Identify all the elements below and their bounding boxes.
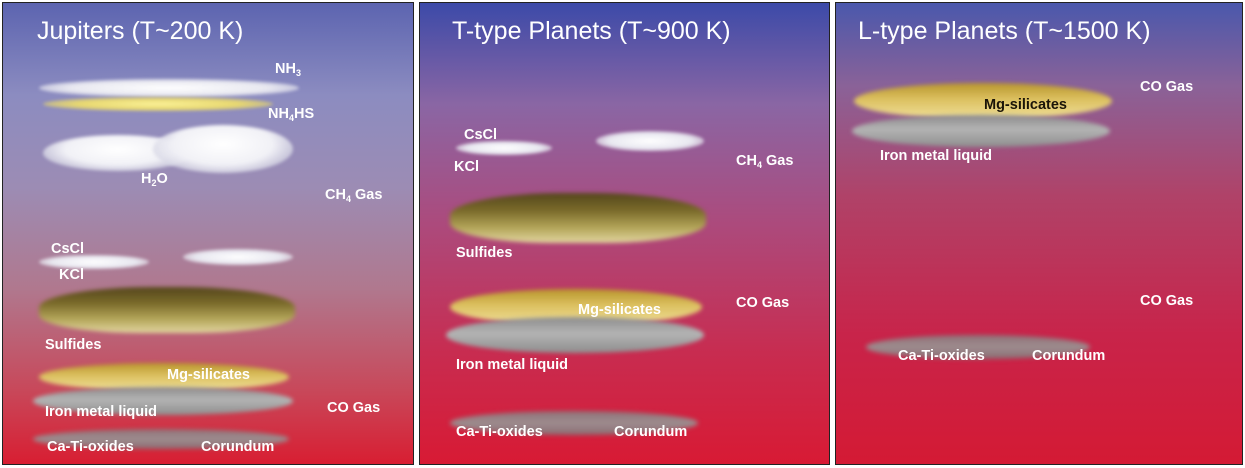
co-gas-top-label: CO Gas	[1140, 79, 1194, 95]
kcl-label: KCl	[59, 267, 84, 283]
ca-ti-oxides-label: Ca-Ti-oxides	[898, 348, 985, 364]
h2o-cloud-right	[153, 125, 293, 173]
mg-silicates-cloud	[854, 83, 1112, 119]
nh4hs-cloud-layer	[43, 97, 273, 111]
l-type-planets-panel: L-type Planets (T~1500 K) CO Gas Mg-sili…	[835, 2, 1243, 465]
iron-metal-liquid-label: Iron metal liquid	[456, 357, 568, 373]
panel-title: Jupiters (T~200 K)	[37, 17, 244, 45]
iron-cloud	[852, 115, 1110, 147]
ca-ti-oxides-label: Ca-Ti-oxides	[456, 424, 543, 440]
iron-metal-liquid-label: Iron metal liquid	[880, 148, 992, 164]
jupiters-panel: Jupiters (T~200 K) NH3 NH4HS H2O CH4 Gas…	[2, 2, 414, 465]
iron-cloud	[33, 387, 293, 415]
panel-title: T-type Planets (T~900 K)	[452, 17, 731, 45]
sulfides-cloud	[450, 193, 706, 243]
cscl-kcl-cloud-left	[39, 255, 149, 269]
iron-cloud	[446, 317, 704, 353]
panel-title: L-type Planets (T~1500 K)	[858, 17, 1151, 45]
co-gas-mid-label: CO Gas	[1140, 293, 1194, 309]
sulfides-cloud	[39, 287, 295, 333]
sulfides-label: Sulfides	[45, 337, 102, 353]
h2o-label: H2O	[141, 171, 168, 188]
corundum-label: Corundum	[614, 424, 688, 440]
ch4-gas-label: CH4 Gas	[736, 153, 794, 170]
cscl-kcl-cloud-right	[183, 249, 293, 265]
ch4-gas-label: CH4 Gas	[325, 187, 383, 204]
cscl-label: CsCl	[464, 127, 498, 143]
cscl-label: CsCl	[51, 241, 85, 257]
co-gas-label: CO Gas	[327, 400, 381, 416]
ca-ti-oxides-cloud	[33, 429, 289, 449]
corundum-label: Corundum	[1032, 348, 1106, 364]
t-type-planets-panel: T-type Planets (T~900 K) CsCl KCl CH4 Ga…	[419, 2, 830, 465]
nh4hs-label: NH4HS	[268, 106, 315, 123]
ca-ti-oxides-cloud	[866, 335, 1090, 359]
cscl-kcl-cloud-left	[456, 141, 552, 155]
corundum-label: Corundum	[201, 439, 275, 455]
co-gas-label: CO Gas	[736, 295, 790, 311]
ca-ti-oxides-label: Ca-Ti-oxides	[47, 439, 134, 455]
mg-silicates-label: Mg-silicates	[984, 97, 1067, 113]
mg-silicates-label: Mg-silicates	[167, 367, 250, 383]
cscl-kcl-cloud-right	[596, 131, 704, 151]
nh3-label: NH3	[275, 61, 301, 78]
nh3-cloud-layer	[39, 79, 299, 97]
mg-silicates-label: Mg-silicates	[578, 302, 661, 318]
sulfides-label: Sulfides	[456, 245, 513, 261]
mg-silicates-cloud	[39, 363, 289, 391]
ca-ti-oxides-cloud	[450, 411, 698, 435]
kcl-label: KCl	[454, 159, 479, 175]
iron-metal-liquid-label: Iron metal liquid	[45, 404, 157, 420]
